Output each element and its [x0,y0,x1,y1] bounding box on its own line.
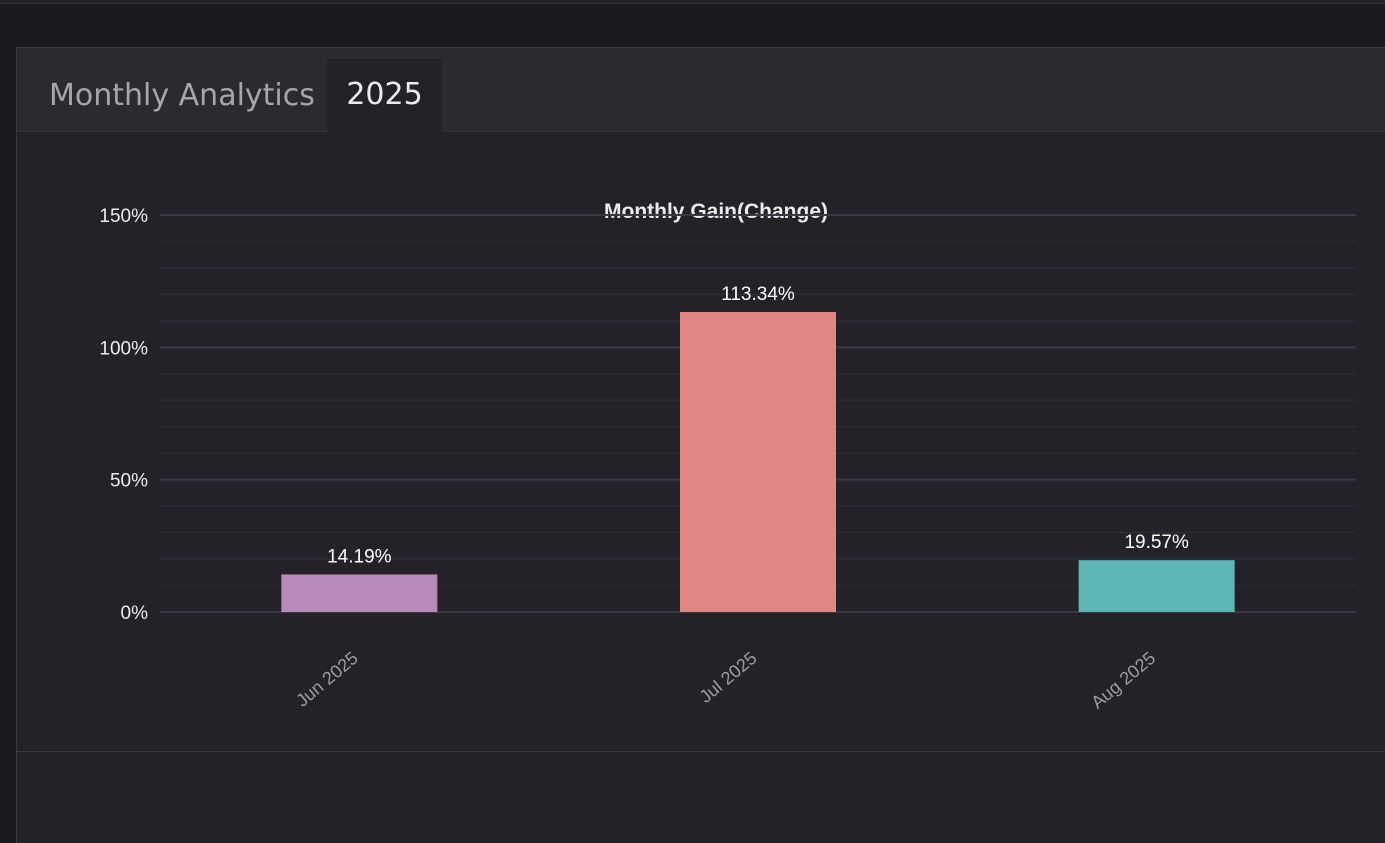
top-panel [0,0,1385,4]
data-label: 19.57% [1124,532,1189,553]
y-tick-label: 50% [110,471,148,492]
analytics-card: Monthly Analytics 2025 Monthly Gain(Chan… [16,47,1385,752]
bar-aug-2025[interactable] [1078,560,1235,612]
chart-area: Monthly Gain(Change) 14.19% 113.34% 19.57%… [17,132,1385,752]
x-tick-label: Jul 2025 [696,648,761,707]
x-tick-label: Jun 2025 [292,648,362,711]
y-tick-label: 100% [99,338,148,359]
tab-monthly-analytics[interactable]: Monthly Analytics [49,78,315,113]
x-tick-label: Aug 2025 [1087,648,1159,713]
y-tick-label: 0% [121,603,149,624]
chart-title: Monthly Gain(Change) [604,200,828,223]
monthly-gain-chart: Monthly Gain(Change) 14.19% 113.34% 19.57%… [99,200,1356,713]
data-label: 14.19% [327,546,392,567]
bar-jun-2025[interactable] [281,574,438,612]
data-label: 113.34% [721,284,795,305]
tab-2025[interactable]: 2025 [327,59,442,132]
bar-jul-2025[interactable] [680,312,836,612]
tab-bar: Monthly Analytics 2025 [17,48,1385,132]
bottom-panel [16,752,1385,843]
y-tick-label: 150% [99,206,148,227]
